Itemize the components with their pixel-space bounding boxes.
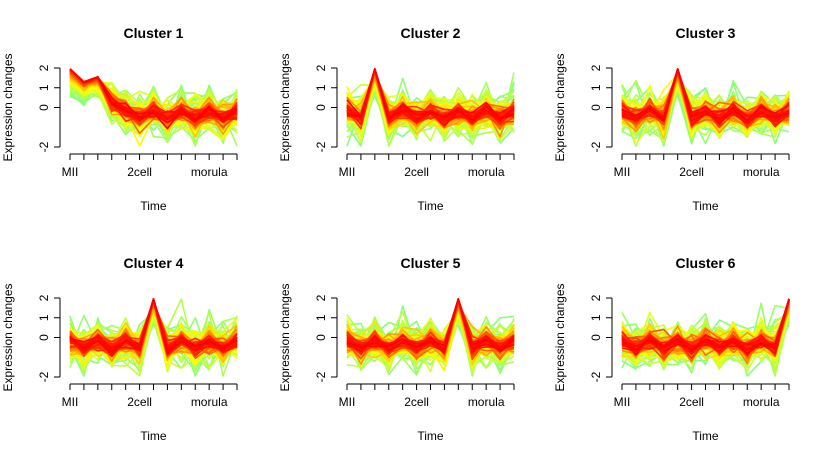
chart-title: Cluster 4 (124, 255, 184, 271)
y-axis-label: Expression changes (553, 53, 567, 161)
y-tick-label: 1 (37, 84, 51, 91)
cluster-panel-6: -2 0 1 2 MII 2cell morula Cluster 6 Time Expressi… (553, 255, 790, 443)
series-line (346, 298, 515, 353)
series-line (346, 68, 515, 121)
y-tick-label: 2 (589, 294, 603, 301)
x-tick-label: morula (191, 395, 228, 409)
x-tick-label: MII (614, 165, 631, 179)
x-axis-label: Time (692, 429, 719, 443)
cluster-panel-2: -2 0 1 2 MII 2cell morula Cluster 2 Time Expressi… (278, 25, 515, 213)
y-tick-label: -2 (37, 141, 51, 152)
chart-title: Cluster 5 (401, 255, 461, 271)
y-tick-label: 0 (589, 334, 603, 341)
chart-title: Cluster 3 (676, 25, 736, 41)
y-tick-label: 2 (314, 64, 328, 71)
y-tick-label: 2 (314, 294, 328, 301)
y-tick-label: 0 (314, 334, 328, 341)
x-tick-label: morula (191, 165, 228, 179)
x-tick-label: MII (62, 395, 79, 409)
chart-title: Cluster 6 (676, 255, 736, 271)
x-tick-label: 2cell (127, 395, 152, 409)
y-tick-label: 2 (589, 64, 603, 71)
x-axis-label: Time (417, 429, 444, 443)
y-tick-label: 1 (314, 314, 328, 321)
x-axis-label: Time (417, 199, 444, 213)
x-tick-label: morula (468, 395, 505, 409)
y-tick-label: -2 (589, 141, 603, 152)
x-tick-label: 2cell (679, 165, 704, 179)
x-tick-label: MII (62, 165, 79, 179)
cluster-panel-1: -2 0 1 2 MII 2cell morula Cluster 1 Time Expressi… (1, 25, 238, 213)
x-tick-label: 2cell (679, 395, 704, 409)
y-axis-label: Expression changes (278, 283, 292, 391)
y-tick-label: 2 (37, 64, 51, 71)
x-tick-label: morula (468, 165, 505, 179)
x-tick-label: MII (339, 165, 356, 179)
cluster-panel-4: -2 0 1 2 MII 2cell morula Cluster 4 Time Expressi… (1, 255, 238, 443)
series-line (69, 298, 238, 354)
x-tick-label: morula (743, 395, 780, 409)
y-tick-label: 1 (37, 314, 51, 321)
y-tick-label: -2 (314, 371, 328, 382)
chart-title: Cluster 2 (401, 25, 461, 41)
y-tick-label: 0 (37, 334, 51, 341)
series-line (346, 298, 515, 353)
series-line (621, 68, 790, 122)
x-tick-label: 2cell (404, 165, 429, 179)
x-axis-label: Time (692, 199, 719, 213)
x-axis-label: Time (140, 429, 167, 443)
y-tick-label: 1 (589, 314, 603, 321)
y-axis-label: Expression changes (278, 53, 292, 161)
y-axis-label: Expression changes (1, 53, 15, 161)
y-tick-label: -2 (589, 371, 603, 382)
series-line (346, 298, 515, 354)
cluster-panel-3: -2 0 1 2 MII 2cell morula Cluster 3 Time Expressi… (553, 25, 790, 213)
x-tick-label: MII (614, 395, 631, 409)
x-tick-label: 2cell (404, 395, 429, 409)
y-tick-label: 1 (314, 84, 328, 91)
chart-title: Cluster 1 (124, 25, 184, 41)
x-tick-label: 2cell (127, 165, 152, 179)
series-line (621, 68, 790, 125)
y-tick-label: 0 (314, 104, 328, 111)
y-tick-label: -2 (314, 141, 328, 152)
series-line (621, 298, 790, 353)
x-tick-label: MII (339, 395, 356, 409)
series-line (621, 298, 790, 354)
y-tick-label: 2 (37, 294, 51, 301)
x-tick-label: morula (743, 165, 780, 179)
y-axis-label: Expression changes (553, 283, 567, 391)
y-tick-label: 1 (589, 84, 603, 91)
y-axis-label: Expression changes (1, 283, 15, 391)
cluster-panel-5: -2 0 1 2 MII 2cell morula Cluster 5 Time Expressi… (278, 255, 515, 443)
y-tick-label: 0 (37, 104, 51, 111)
series-line (69, 68, 238, 130)
x-axis-label: Time (140, 199, 167, 213)
y-tick-label: -2 (37, 371, 51, 382)
y-tick-label: 0 (589, 104, 603, 111)
